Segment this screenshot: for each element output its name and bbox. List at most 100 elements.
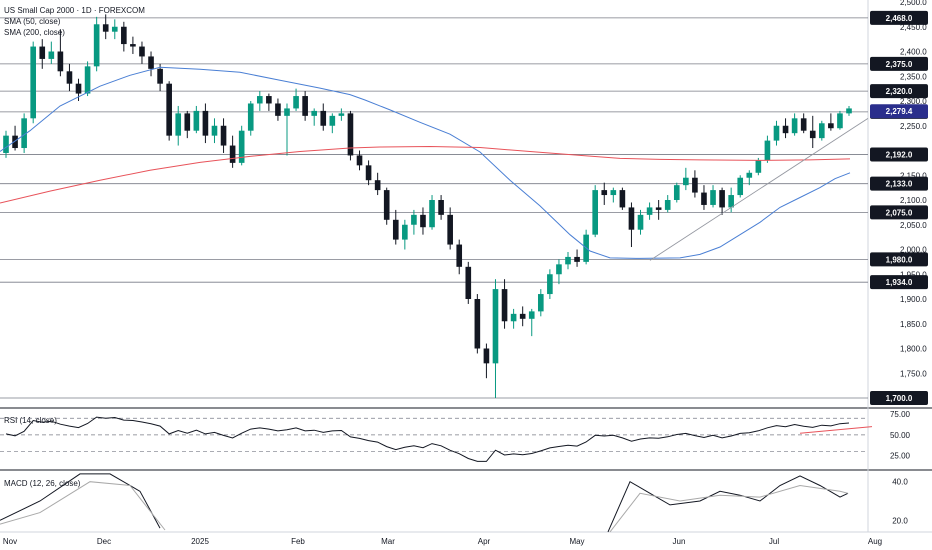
y-tick-label: 2,400.0 <box>900 48 927 57</box>
candle-body <box>429 200 435 228</box>
candle-body <box>139 46 145 57</box>
candle-body <box>846 108 852 114</box>
candle-body <box>728 195 734 208</box>
sma200-line <box>0 145 851 204</box>
macd-line <box>0 473 161 529</box>
macd-line <box>607 475 849 533</box>
candle-body <box>75 83 82 94</box>
candle-body <box>383 190 390 220</box>
candle-body <box>537 294 544 312</box>
rsi-tick-label: 25.00 <box>890 452 911 461</box>
rsi-panel-label[interactable]: RSI (14, close) <box>4 416 57 425</box>
y-tick-label: 1,900.0 <box>900 295 927 304</box>
level-badge <box>870 275 928 290</box>
candle-body <box>184 113 191 131</box>
candle-body <box>365 165 372 181</box>
level-badge-label: 1,934.0 <box>886 278 913 287</box>
candle-body <box>556 264 562 275</box>
candle-body <box>130 44 136 47</box>
level-badge-label: 1,700.0 <box>886 394 913 403</box>
candle-body <box>84 66 91 94</box>
level-badge <box>870 10 928 25</box>
x-tick-label: Dec <box>97 537 111 546</box>
sma50-legend[interactable]: SMA (50, close) <box>4 17 61 26</box>
macd-panel-label[interactable]: MACD (12, 26, close) <box>4 479 81 488</box>
signal-line <box>0 481 166 531</box>
candle-body <box>320 110 327 126</box>
candle-body <box>148 56 154 69</box>
candle-body <box>619 190 626 208</box>
candle-body <box>447 214 453 245</box>
candle-body <box>610 190 617 196</box>
x-tick-label: Jul <box>769 537 779 546</box>
candle-body <box>102 24 109 32</box>
rsi-tick-label: 50.00 <box>890 431 911 440</box>
y-tick-label: 2,100.0 <box>900 196 927 205</box>
candle-body <box>791 118 798 134</box>
level-badge-label: 2,375.0 <box>886 60 913 69</box>
candle-body <box>519 313 526 319</box>
level-badge <box>870 147 928 162</box>
candle-body <box>764 140 771 161</box>
candle-body <box>673 185 680 200</box>
candle-body <box>193 110 200 131</box>
candle-body <box>121 26 127 45</box>
candle-body <box>21 118 27 149</box>
candle-body <box>302 96 308 116</box>
y-tick-label: 2,050.0 <box>900 221 927 230</box>
candle-body <box>39 46 46 59</box>
candle-body <box>347 113 354 156</box>
candle-body <box>166 83 172 136</box>
candle-body <box>492 289 499 364</box>
candle-body <box>111 26 118 32</box>
candle-body <box>755 160 762 173</box>
candle-body <box>30 46 37 119</box>
candle-body <box>57 51 64 72</box>
candle-body <box>202 110 209 136</box>
candle-body <box>746 172 753 178</box>
candle-body <box>465 266 472 299</box>
candle-body <box>93 24 100 67</box>
candle-body <box>828 123 834 129</box>
candle-body <box>483 348 490 364</box>
x-tick-label: Mar <box>381 537 395 546</box>
y-tick-label: 1,950.0 <box>900 270 927 279</box>
candle-body <box>646 207 653 215</box>
candle-body <box>809 130 816 139</box>
candle-body <box>701 192 707 205</box>
candle-body <box>247 103 254 131</box>
candle-body <box>392 219 399 240</box>
candle-body <box>175 113 182 136</box>
candle-body <box>338 113 345 116</box>
level-badge <box>870 252 928 267</box>
candle-body <box>592 190 599 235</box>
level-badge <box>870 205 928 220</box>
candle-body <box>565 256 571 265</box>
candle-body <box>275 103 281 116</box>
y-tick-label: 2,350.0 <box>900 72 927 81</box>
y-tick-label: 2,250.0 <box>900 122 927 131</box>
last-price-label: 2,279.4 <box>886 107 913 116</box>
y-tick-label: 2,500.0 <box>900 0 927 7</box>
level-badge <box>870 84 928 99</box>
candle-body <box>238 130 245 163</box>
level-badge-label: 2,133.0 <box>886 180 913 189</box>
sma200-legend[interactable]: SMA (200, close) <box>4 28 65 37</box>
level-badge-label: 2,320.0 <box>886 87 913 96</box>
candle-body <box>474 299 481 349</box>
candle-body <box>818 123 825 139</box>
candle-body <box>311 110 318 116</box>
level-badge <box>870 391 928 405</box>
candle-body <box>438 200 444 215</box>
candle-body <box>284 108 290 116</box>
signal-line <box>609 484 849 533</box>
candle-body <box>420 214 426 228</box>
y-tick-label: 1,800.0 <box>900 345 927 354</box>
x-tick-label: Aug <box>868 537 882 546</box>
x-tick-label: Jun <box>673 537 686 546</box>
rsi-line <box>5 416 850 462</box>
x-tick-label: Nov <box>3 537 17 546</box>
candle-body <box>692 177 698 193</box>
candle-body <box>229 145 236 163</box>
